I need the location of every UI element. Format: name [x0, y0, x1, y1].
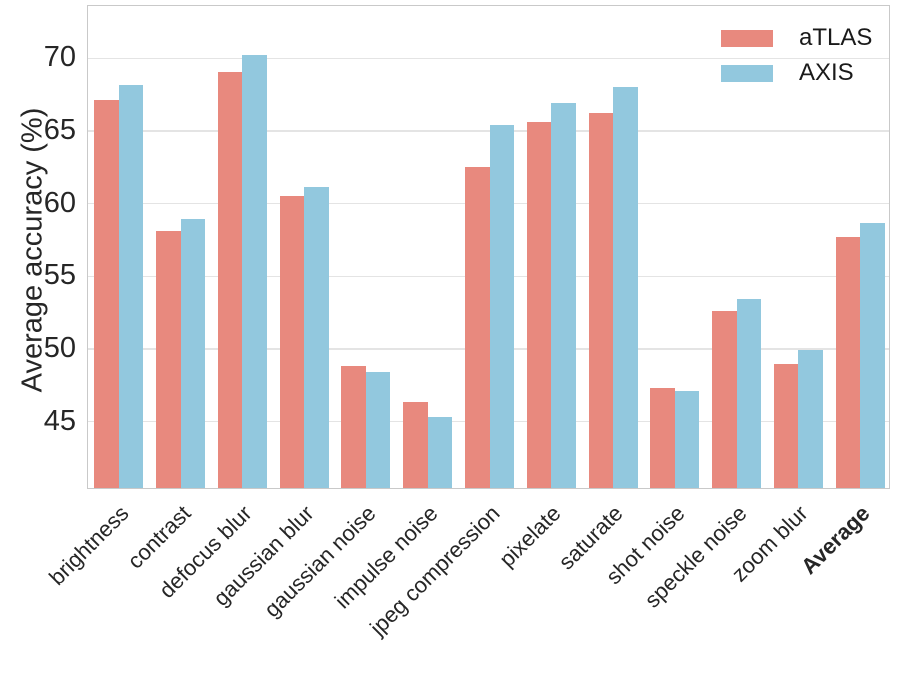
- bar-axis-saturate: [613, 86, 638, 488]
- bar-axis-shot-noise: [674, 390, 700, 488]
- x-tick-label-pixelate: pixelate: [494, 500, 566, 572]
- bar-atlas-saturate: [588, 113, 614, 488]
- legend-item-atlas: aTLAS: [721, 24, 872, 52]
- legend-swatch-atlas: [721, 29, 773, 47]
- bar-axis-average: [860, 223, 885, 488]
- bar-atlas-jpeg-compression: [465, 166, 490, 488]
- bar-atlas-speckle-noise: [712, 310, 737, 488]
- bar-atlas-gaussian-noise: [341, 365, 366, 488]
- bar-axis-speckle-noise: [736, 299, 762, 488]
- legend-item-axis: AXIS: [721, 59, 872, 87]
- bar-atlas-defocus-blur: [217, 72, 243, 488]
- y-tick-50: 50: [43, 332, 76, 364]
- bar-atlas-contrast: [156, 230, 181, 488]
- bar-axis-pixelate: [551, 102, 576, 488]
- x-tick-label-average: Average: [796, 500, 875, 580]
- bar-axis-contrast: [180, 219, 206, 488]
- y-tick-70: 70: [43, 41, 76, 74]
- bar-atlas-shot-noise: [650, 387, 675, 488]
- bar-atlas-impulse-noise: [403, 402, 428, 488]
- legend-label-atlas: aTLAS: [799, 24, 873, 51]
- bar-atlas-gaussian-blur: [279, 195, 305, 488]
- bar-axis-gaussian-noise: [365, 371, 391, 488]
- gridline-70: [88, 57, 889, 60]
- plot-area: aTLAS AXIS: [87, 5, 890, 489]
- bar-atlas-zoom-blur: [773, 364, 799, 488]
- bar-axis-gaussian-blur: [304, 187, 329, 488]
- bar-atlas-brightness: [94, 99, 119, 488]
- bar-axis-zoom-blur: [798, 349, 823, 488]
- bar-axis-impulse-noise: [427, 416, 453, 488]
- bar-axis-jpeg-compression: [489, 124, 514, 488]
- bar-atlas-average: [835, 236, 861, 488]
- legend: aTLAS AXIS: [721, 24, 872, 87]
- legend-label-axis: AXIS: [799, 59, 854, 86]
- y-tick-60: 60: [43, 186, 76, 219]
- y-tick-55: 55: [43, 259, 76, 292]
- bar-atlas-pixelate: [526, 121, 552, 488]
- bar-axis-defocus-blur: [242, 54, 267, 488]
- x-tick-label-brightness: brightness: [43, 500, 134, 590]
- legend-swatch-axis: [721, 64, 773, 82]
- y-tick-45: 45: [43, 404, 76, 437]
- y-tick-65: 65: [43, 113, 76, 146]
- bar-axis-brightness: [118, 85, 144, 488]
- gridline-65: [88, 130, 889, 132]
